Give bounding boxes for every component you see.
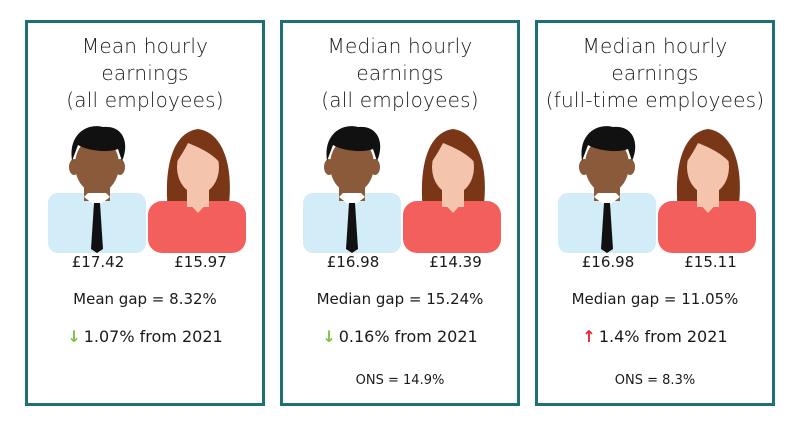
change-from-2021: ↓ 0.16% from 2021 (283, 327, 517, 346)
title-line: Mean hourly (81, 34, 209, 58)
down-arrow-icon: ↓ (67, 327, 81, 346)
female-wage: £15.11 (684, 253, 737, 271)
title-line: Median hourly (327, 34, 473, 58)
card-title: Mean hourly earnings (all employees) (28, 33, 262, 114)
male-avatar-icon (558, 126, 656, 253)
people-illustration (558, 123, 756, 253)
hourly-wages: £16.98 £15.11 (538, 253, 772, 277)
female-wage: £14.39 (429, 253, 482, 271)
male-wage: £16.98 (581, 253, 635, 271)
ons-figure: ONS = 14.9% (355, 373, 445, 388)
change-text: 1.4% from 2021 (598, 327, 728, 346)
change-from-2021: ↑ 1.4% from 2021 (538, 327, 772, 346)
people-illustration (303, 123, 501, 253)
mean-earnings-all-card: Mean hourly earnings (all employees) (25, 20, 265, 406)
people-illustration (48, 123, 246, 253)
title-line: (all employees) (321, 88, 479, 112)
hourly-wages: £16.98 £14.39 (283, 253, 517, 277)
pay-gap: Mean gap = 8.32% (73, 290, 217, 308)
female-avatar-icon (403, 129, 501, 253)
change-text: 1.07% from 2021 (83, 327, 223, 346)
title-line: earnings (101, 61, 189, 85)
hourly-wages: £17.42 £15.97 (28, 253, 262, 277)
up-arrow-icon: ↑ (582, 327, 596, 346)
change-from-2021: ↓ 1.07% from 2021 (28, 327, 262, 346)
female-avatar-icon (658, 129, 756, 253)
median-earnings-all-card: Median hourly earnings (all employees) (280, 20, 520, 406)
male-wage: £17.42 (71, 253, 125, 271)
title-line: Median hourly (582, 34, 728, 58)
median-earnings-fulltime-card: Median hourly earnings (full-time employ… (535, 20, 775, 406)
title-line: (full-time employees) (545, 88, 765, 112)
change-text: 0.16% from 2021 (338, 327, 478, 346)
male-avatar-icon (48, 126, 146, 253)
down-arrow-icon: ↓ (322, 327, 336, 346)
female-wage: £15.97 (174, 253, 227, 271)
card-title: Median hourly earnings (full-time employ… (538, 33, 772, 114)
male-wage: £16.98 (326, 253, 380, 271)
pay-gap: Median gap = 15.24% (316, 290, 484, 308)
title-line: (all employees) (66, 88, 224, 112)
female-avatar-icon (148, 129, 246, 253)
male-avatar-icon (303, 126, 401, 253)
card-title: Median hourly earnings (all employees) (283, 33, 517, 114)
pay-gap: Median gap = 11.05% (571, 290, 739, 308)
title-line: earnings (356, 61, 444, 85)
ons-figure: ONS = 8.3% (614, 373, 696, 388)
title-line: earnings (611, 61, 699, 85)
